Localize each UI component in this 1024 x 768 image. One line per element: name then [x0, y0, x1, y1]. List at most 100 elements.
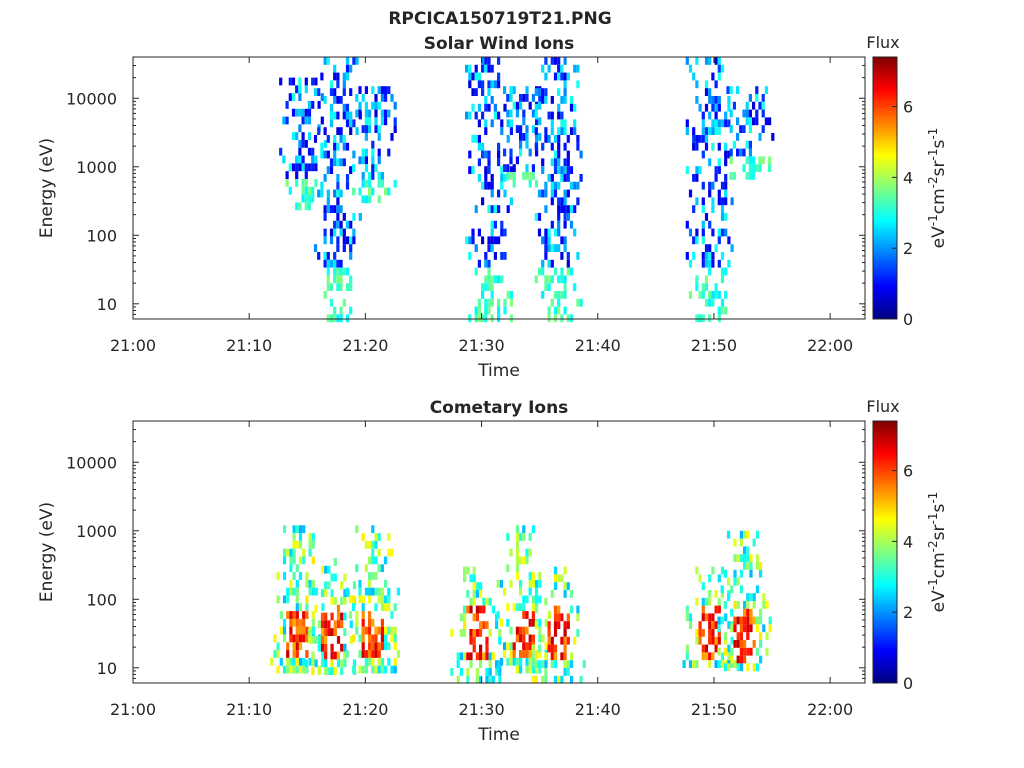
heatmap-cell: [468, 236, 472, 245]
heatmap-cell: [736, 632, 740, 640]
heatmap-cell: [544, 283, 548, 291]
heatmap-cell: [704, 213, 709, 221]
heatmap-cell: [314, 77, 318, 86]
heatmap-cell: [387, 109, 391, 118]
heatmap-cell: [475, 675, 479, 684]
heatmap-cell: [487, 298, 491, 307]
heatmap-cell: [295, 650, 299, 658]
heatmap-cell: [726, 86, 730, 94]
heatmap-cell: [560, 636, 564, 645]
heatmap-cell: [547, 275, 551, 284]
heatmap-cell: [288, 77, 292, 86]
heatmap-cell: [282, 665, 287, 674]
heatmap-cell: [506, 164, 510, 172]
heatmap-cell: [333, 111, 337, 120]
heatmap-cell: [323, 57, 327, 65]
heatmap-cell: [361, 595, 365, 604]
heatmap-cell: [566, 252, 570, 260]
heatmap-cell: [295, 579, 299, 588]
heatmap-cell: [541, 634, 545, 643]
heatmap-cell: [500, 119, 504, 128]
heatmap-cell: [304, 171, 308, 179]
heatmap-cell: [569, 660, 574, 668]
heatmap-cell: [701, 150, 705, 159]
heatmap-cell: [544, 652, 548, 661]
heatmap-cell: [474, 64, 478, 73]
heatmap-cell: [295, 611, 299, 619]
heatmap-cell: [550, 111, 554, 120]
heatmap-cell: [368, 572, 372, 580]
heatmap-cell: [528, 572, 532, 580]
heatmap-cell: [327, 667, 331, 675]
heatmap-cell: [742, 109, 746, 118]
heatmap-cell: [330, 589, 334, 597]
heatmap-cell: [301, 179, 305, 187]
heatmap-cell: [743, 640, 747, 648]
heatmap-cell: [289, 556, 293, 565]
heatmap-cell: [500, 228, 504, 237]
heatmap-cell: [481, 314, 485, 323]
heatmap-cell: [537, 660, 542, 668]
heatmap-cell: [481, 181, 485, 190]
heatmap-cell: [553, 244, 558, 252]
heatmap-cell: [329, 205, 334, 213]
heatmap-cell: [563, 80, 567, 89]
heatmap-cell: [569, 652, 574, 661]
heatmap-cell: [481, 80, 485, 89]
heatmap-cell: [490, 64, 494, 73]
heatmap-cell: [717, 64, 721, 73]
heatmap-cell: [311, 147, 315, 156]
heatmap-cell: [509, 291, 513, 299]
heatmap-cell: [566, 259, 570, 268]
heatmap-cell: [368, 650, 372, 658]
heatmap-cell: [329, 119, 334, 128]
heatmap-cell: [739, 624, 743, 633]
heatmap-cell: [368, 125, 372, 133]
heatmap-cell: [336, 205, 340, 213]
heatmap-cell: [484, 64, 488, 73]
heatmap-cell: [343, 659, 347, 668]
heatmap-cell: [698, 166, 702, 174]
heatmap-cell: [547, 636, 551, 645]
heatmap-cell: [472, 644, 476, 653]
heatmap-cell: [311, 540, 315, 549]
heatmap-cell: [396, 650, 400, 658]
heatmap-cell: [371, 525, 375, 534]
heatmap-cell: [468, 150, 472, 159]
heatmap-cell: [295, 108, 299, 117]
heatmap-cell: [541, 158, 545, 167]
figure-title: RPCICA150719T21.PNG: [388, 9, 611, 29]
heatmap-cell: [329, 80, 334, 89]
heatmap-cell: [746, 601, 750, 609]
heatmap-cell: [550, 660, 554, 668]
heatmap-cell: [465, 236, 469, 245]
heatmap-cell: [323, 259, 327, 268]
heatmap-cell: [288, 163, 292, 172]
heatmap-cell: [758, 156, 762, 165]
heatmap-cell: [724, 119, 728, 128]
heatmap-cell: [305, 665, 309, 674]
heatmap-cell: [553, 306, 558, 315]
heatmap-cell: [714, 127, 718, 135]
heatmap-cell: [506, 205, 510, 213]
heatmap-cell: [701, 252, 705, 260]
heatmap-cell: [349, 252, 353, 260]
heatmap-cell: [339, 259, 343, 268]
heatmap-cell: [358, 187, 362, 196]
heatmap-cell: [282, 595, 287, 604]
heatmap-cell: [752, 117, 756, 126]
heatmap-cell: [336, 636, 341, 644]
heatmap-cell: [717, 291, 721, 299]
heatmap-cell: [479, 590, 483, 598]
heatmap-cell: [535, 665, 539, 674]
heatmap-cell: [544, 675, 548, 684]
heatmap-cell: [298, 93, 302, 101]
heatmap-cell: [330, 643, 334, 652]
heatmap-cell: [465, 64, 469, 73]
heatmap-cell: [720, 566, 725, 575]
heatmap-cell: [333, 314, 337, 323]
heatmap-cell: [736, 655, 740, 664]
heatmap-cell: [560, 613, 564, 622]
heatmap-cell: [541, 88, 545, 96]
heatmap-cell: [374, 642, 378, 651]
